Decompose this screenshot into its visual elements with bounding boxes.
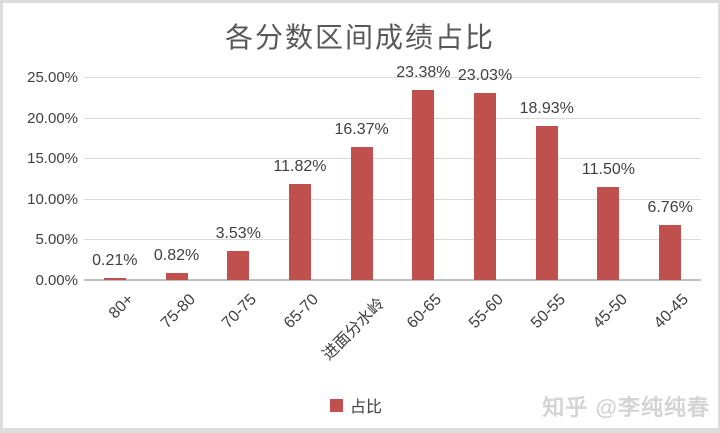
bar-data-label: 3.53% [215, 225, 261, 243]
bar [474, 92, 497, 280]
bar [103, 278, 126, 280]
x-tick-label: 45-50 [589, 291, 631, 332]
bar [412, 90, 435, 280]
y-tick-label: 5.00% [35, 231, 78, 249]
bar [659, 225, 682, 280]
chart-title: 各分数区间成绩占比 [224, 22, 495, 53]
x-tick-label: 80+ [105, 291, 137, 323]
x-tick-label: 60-65 [404, 291, 446, 332]
gridline [84, 117, 701, 119]
gridline [84, 77, 701, 78]
x-tick-label: 50-55 [527, 291, 569, 332]
gridline [84, 198, 701, 200]
x-tick-label: 40-45 [651, 291, 693, 332]
bar-data-label: 18.93% [519, 100, 574, 118]
y-tick-label: 20.00% [27, 109, 78, 127]
x-tick-label: 55-60 [466, 291, 508, 332]
bar [165, 273, 188, 280]
legend-label: 占比 [350, 399, 383, 416]
bar-data-label: 0.82% [153, 247, 200, 265]
bar [227, 251, 250, 280]
gridline [84, 158, 701, 160]
frame-border-top [0, 0, 720, 3]
x-tick-label: 进面分水岭 [319, 295, 388, 364]
bar [350, 147, 373, 280]
bar [597, 186, 620, 280]
x-tick-label: 75-80 [157, 291, 199, 332]
y-tick-label: 0.00% [35, 272, 78, 289]
gridline [84, 239, 701, 241]
bar-data-label: 23.38% [396, 64, 451, 82]
bar-data-label: 23.03% [457, 66, 513, 84]
watermark: 知乎 @李纯纯春 [542, 395, 710, 420]
y-tick-label: 10.00% [27, 190, 78, 208]
frame-border-left [0, 0, 3, 433]
bar [288, 184, 311, 280]
x-axis-line [84, 279, 701, 281]
frame-border-right [718, 0, 720, 433]
legend-swatch-icon [330, 398, 343, 412]
y-tick-label: 25.00% [27, 69, 78, 86]
bar-data-label: 16.37% [334, 121, 389, 139]
x-tick-label: 70-75 [219, 291, 261, 332]
y-tick-label: 15.00% [27, 150, 78, 168]
bar-data-label: 11.82% [273, 158, 327, 176]
bar-data-label: 11.50% [581, 160, 635, 178]
x-tick-label: 65-70 [281, 291, 322, 332]
bar-data-label: 0.21% [92, 252, 138, 269]
bar-data-label: 6.76% [647, 199, 693, 217]
legend: 占比 [330, 393, 382, 417]
frame-border-bottom [0, 428, 720, 433]
bar [535, 126, 558, 280]
